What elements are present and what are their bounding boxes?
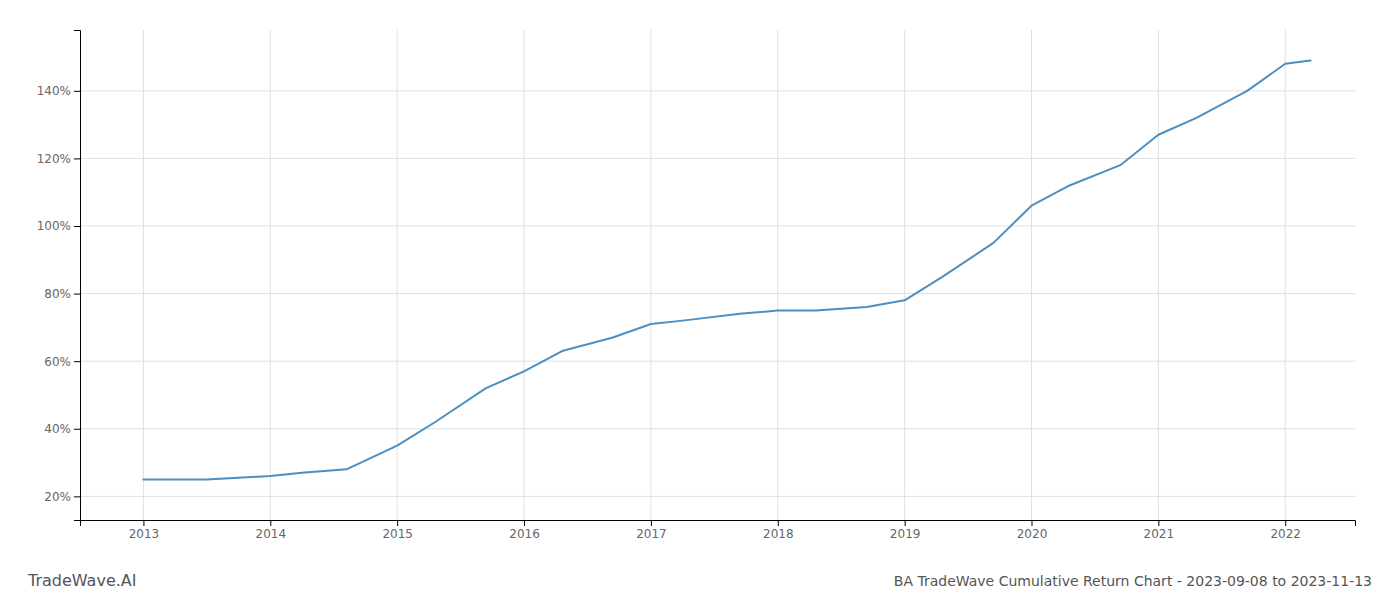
y-tick-mark	[74, 496, 80, 497]
x-tick-mark	[143, 520, 144, 526]
x-axis-line	[81, 521, 1356, 527]
x-tick: 2020	[1017, 520, 1048, 541]
x-tick-mark	[524, 520, 525, 526]
x-tick-mark	[1031, 520, 1032, 526]
y-tick: 140%	[37, 84, 80, 98]
x-tick-label: 2018	[763, 527, 794, 541]
y-tick-label: 80%	[44, 287, 71, 301]
x-tick-mark	[778, 520, 779, 526]
y-tick-mark	[74, 226, 80, 227]
x-tick-mark	[905, 520, 906, 526]
y-tick-mark	[74, 91, 80, 92]
y-tick-label: 60%	[44, 355, 71, 369]
y-tick: 40%	[44, 422, 80, 436]
footer-left: TradeWave.AI	[27, 571, 136, 590]
grid-line-x	[1158, 30, 1159, 520]
y-tick: 60%	[44, 355, 80, 369]
plot: 2013 2014 2015 2016 2017 2018 2019 2020 2021 2022…	[37, 30, 1356, 541]
y-axis-line	[74, 31, 81, 521]
grid-line-y	[80, 90, 1355, 91]
y-tick: 20%	[44, 490, 80, 504]
x-tick-label: 2017	[636, 527, 667, 541]
y-tick-label: 40%	[44, 422, 71, 436]
grid-line-y	[80, 496, 1355, 497]
grid-line-y	[80, 293, 1355, 294]
x-tick-label: 2020	[1017, 527, 1048, 541]
grid-line-x	[270, 30, 271, 520]
y-tick: 100%	[37, 219, 80, 233]
grid-line-x	[777, 30, 778, 520]
y-tick-mark	[74, 429, 80, 430]
x-axis: 2013 2014 2015 2016 2017 2018 2019 2020 2021 2022	[81, 520, 1356, 541]
grid-line-x	[524, 30, 525, 520]
x-tick: 2015	[382, 520, 413, 541]
x-tick: 2018	[763, 520, 794, 541]
y-tick-label: 140%	[37, 84, 71, 98]
x-tick-mark	[397, 520, 398, 526]
y-tick: 80%	[44, 287, 80, 301]
grid-line-y	[80, 428, 1355, 429]
x-tick: 2014	[256, 520, 287, 541]
grid-line-x	[650, 30, 651, 520]
x-tick-mark	[270, 520, 271, 526]
grid-line-y	[80, 158, 1355, 159]
y-axis: 20% 40% 60% 80% 100% 120% 140%	[37, 31, 81, 521]
grid-line-x	[904, 30, 905, 520]
x-tick: 2013	[129, 520, 160, 541]
x-tick: 2019	[890, 520, 921, 541]
grid-line-x	[1031, 30, 1032, 520]
x-tick-mark	[651, 520, 652, 526]
x-tick-label: 2015	[382, 527, 413, 541]
x-tick-mark	[1285, 520, 1286, 526]
x-tick: 2017	[636, 520, 667, 541]
y-tick-mark	[74, 361, 80, 362]
x-tick-label: 2014	[256, 527, 287, 541]
grid-line-y	[80, 226, 1355, 227]
y-tick-label: 100%	[37, 219, 71, 233]
x-tick: 2016	[509, 520, 540, 541]
x-tick-label: 2022	[1270, 527, 1301, 541]
chart: 2013 2014 2015 2016 2017 2018 2019 2020 2021 2022…	[0, 0, 1400, 600]
x-tick-mark	[1158, 520, 1159, 526]
y-tick: 120%	[37, 152, 80, 166]
marks	[143, 60, 1310, 479]
grid-line-x	[143, 30, 144, 520]
x-tick-label: 2019	[890, 527, 921, 541]
x-tick-label: 2021	[1144, 527, 1175, 541]
y-tick-mark	[74, 158, 80, 159]
x-tick-label: 2016	[509, 527, 540, 541]
y-tick-label: 20%	[44, 490, 71, 504]
grid-line-y	[80, 361, 1355, 362]
x-tick-label: 2013	[129, 527, 160, 541]
grid-line-x	[1285, 30, 1286, 520]
x-tick: 2021	[1144, 520, 1175, 541]
y-tick-label: 120%	[37, 152, 71, 166]
x-tick: 2022	[1270, 520, 1301, 541]
line	[143, 60, 1310, 479]
footer-right: BA TradeWave Cumulative Return Chart - 2…	[894, 573, 1372, 589]
grid	[80, 30, 1355, 520]
y-tick-mark	[74, 294, 80, 295]
